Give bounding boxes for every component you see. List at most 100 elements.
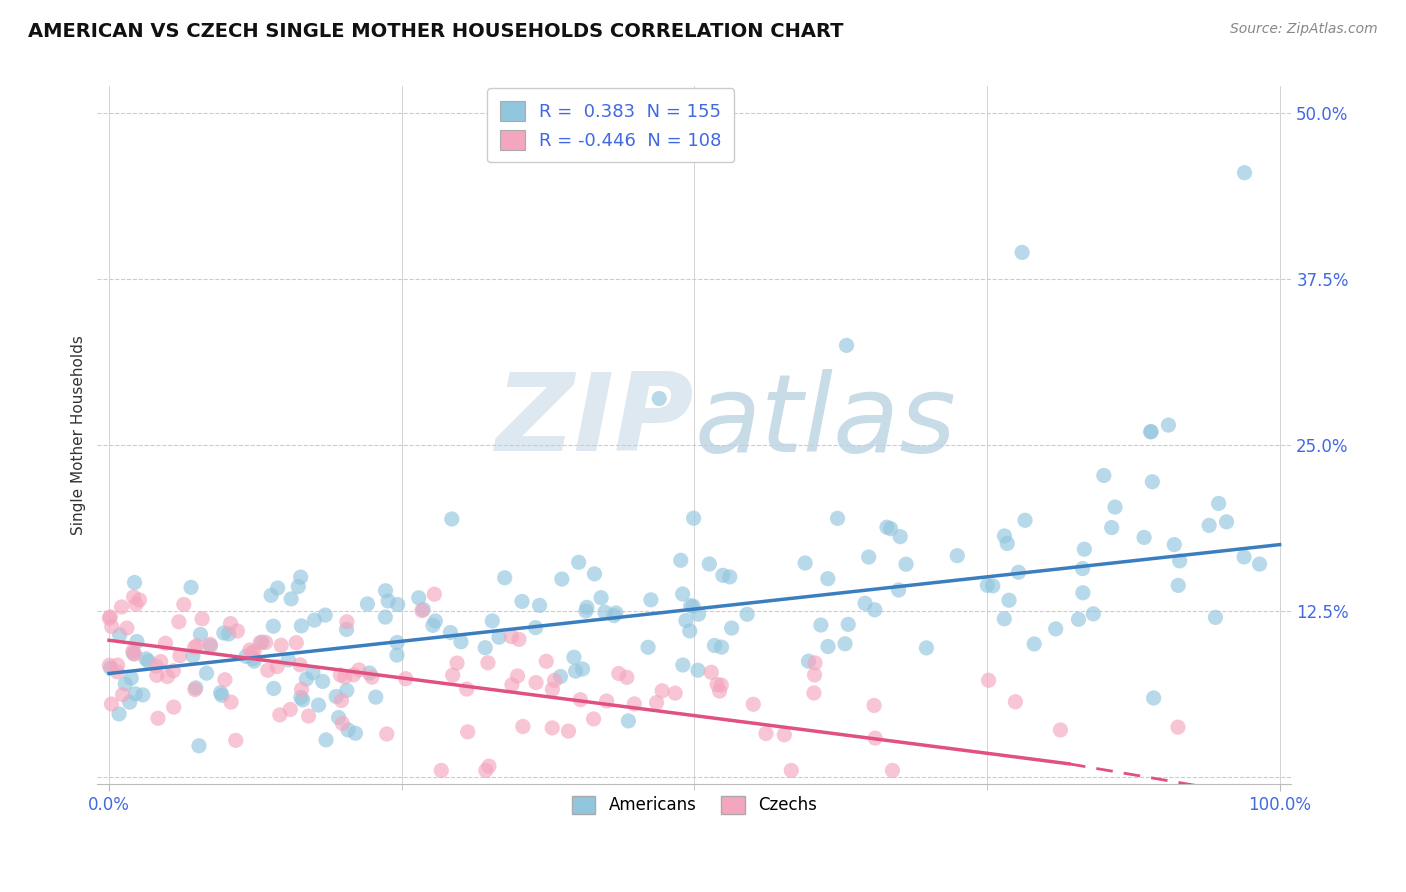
Point [198,637,221,651]
Point [225,733,247,747]
Point [669,553,692,567]
Point [508,632,530,647]
Point [114,677,136,691]
Point [529,599,551,613]
Point [710,640,733,654]
Point [240,646,263,660]
Point [718,570,741,584]
Point [700,665,723,680]
Point [308,698,330,712]
Point [115,621,138,635]
Point [977,673,1000,688]
Point [118,695,141,709]
Point [1233,166,1256,180]
Point [423,587,446,601]
Point [550,669,572,683]
Point [477,656,499,670]
Point [136,654,159,668]
Point [190,627,212,641]
Point [395,672,418,686]
Point [1011,245,1033,260]
Point [720,621,742,635]
Point [167,615,190,629]
Point [703,639,725,653]
Point [617,714,640,728]
Point [1007,566,1029,580]
Point [108,706,131,721]
Point [219,695,242,709]
Point [125,634,148,648]
Point [356,597,378,611]
Point [290,682,312,697]
Point [773,728,796,742]
Point [735,607,758,622]
Point [342,668,364,682]
Point [98,658,121,673]
Point [995,536,1018,550]
Point [297,709,319,723]
Point [710,678,733,692]
Point [359,666,381,681]
Point [863,731,886,745]
Point [280,702,302,716]
Point [422,618,444,632]
Point [637,640,659,655]
Point [250,635,273,649]
Point [1104,500,1126,514]
Point [441,668,464,682]
Point [98,610,121,624]
Point [226,624,249,638]
Point [302,665,325,680]
Point [478,759,501,773]
Point [679,599,702,613]
Point [837,617,859,632]
Point [494,571,516,585]
Point [312,674,335,689]
Point [595,694,617,708]
Point [501,630,523,644]
Point [1167,720,1189,734]
Text: atlas: atlas [695,368,956,474]
Point [188,739,211,753]
Point [325,690,347,704]
Point [506,669,529,683]
Point [457,724,479,739]
Point [181,648,204,663]
Point [575,604,598,618]
Point [876,520,898,534]
Point [145,659,167,673]
Point [742,698,765,712]
Point [155,636,177,650]
Point [780,764,803,778]
Point [512,719,534,733]
Point [834,637,856,651]
Point [616,670,638,684]
Point [314,608,336,623]
Point [124,647,146,661]
Point [146,668,169,682]
Point [1024,637,1046,651]
Point [706,677,728,691]
Point [1249,557,1271,571]
Text: Source: ZipAtlas.com: Source: ZipAtlas.com [1230,22,1378,37]
Point [1133,531,1156,545]
Point [124,687,146,701]
Point [377,594,399,608]
Point [1092,468,1115,483]
Point [361,670,384,684]
Point [169,648,191,663]
Point [1204,610,1226,624]
Point [105,665,128,679]
Point [242,651,264,665]
Point [651,683,673,698]
Point [212,626,235,640]
Point [262,619,284,633]
Point [946,549,969,563]
Point [887,582,910,597]
Point [254,635,277,649]
Point [375,727,398,741]
Point [672,658,695,673]
Point [439,625,461,640]
Point [100,620,122,634]
Point [412,602,434,616]
